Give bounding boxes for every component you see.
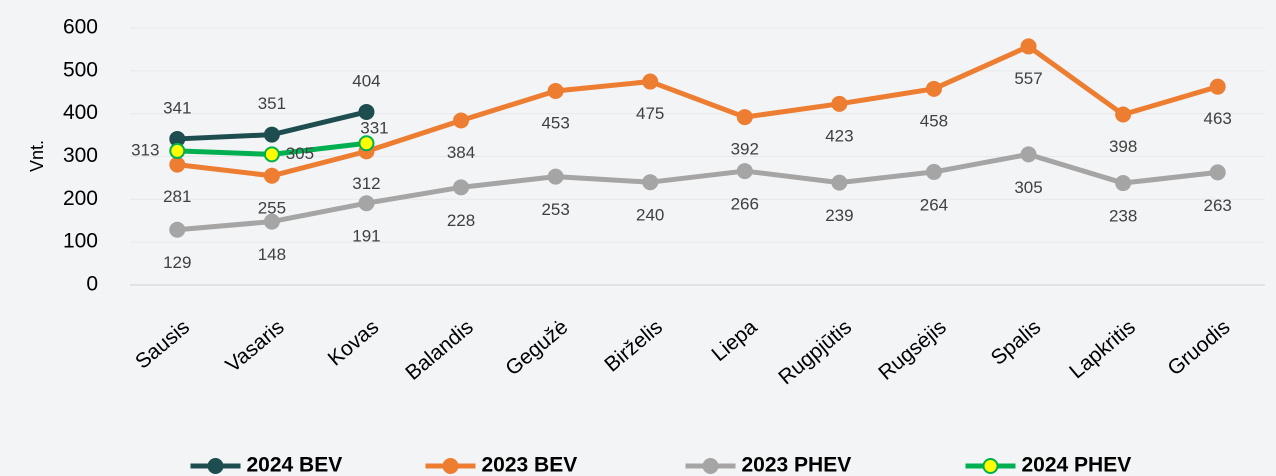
legend-label: 2023 PHEV [742, 454, 852, 476]
y-tick-label: 0 [86, 273, 98, 296]
data-point [263, 146, 280, 163]
data-point [642, 73, 659, 90]
y-tick-label: 500 [63, 58, 98, 81]
data-point [1209, 164, 1226, 181]
data-point [1020, 146, 1037, 163]
data-label: 240 [636, 206, 664, 225]
data-label: 331 [360, 119, 388, 138]
y-tick-label: 400 [63, 101, 98, 124]
data-label: 557 [1014, 69, 1042, 88]
legend-label: 2023 BEV [482, 454, 578, 476]
legend-label: 2024 PHEV [1022, 454, 1132, 476]
data-label: 341 [163, 98, 191, 117]
data-label: 384 [447, 143, 475, 162]
data-point [736, 163, 753, 180]
data-point [358, 103, 375, 120]
data-point [925, 163, 942, 180]
data-label: 392 [731, 140, 759, 159]
data-point [642, 174, 659, 191]
data-point [263, 167, 280, 184]
legend-marker [702, 458, 719, 474]
data-label: 312 [352, 174, 380, 193]
data-point [453, 112, 470, 129]
data-point [736, 109, 753, 126]
legend-marker [442, 458, 459, 474]
y-tick-label: 300 [63, 144, 98, 167]
data-point [1115, 175, 1132, 192]
data-label: 238 [1109, 207, 1137, 226]
data-label: 313 [131, 140, 159, 159]
data-point [1115, 106, 1132, 123]
data-point [358, 135, 375, 152]
data-label: 463 [1204, 109, 1232, 128]
y-axis-label: Vnt. [27, 140, 47, 172]
series-line [177, 151, 1218, 233]
data-label: 191 [352, 227, 380, 246]
data-label: 264 [920, 195, 948, 214]
legend-marker [982, 458, 999, 474]
data-label: 404 [352, 71, 380, 90]
data-point [263, 213, 280, 230]
data-label: 266 [731, 195, 759, 214]
data-label: 453 [541, 113, 569, 132]
data-point [169, 221, 186, 238]
data-label: 228 [447, 211, 475, 230]
data-point [831, 95, 848, 112]
data-label: 475 [636, 104, 664, 123]
data-label: 255 [258, 198, 286, 217]
data-point [169, 142, 186, 159]
data-label: 351 [258, 94, 286, 113]
y-tick-label: 200 [63, 187, 98, 210]
data-label: 305 [1014, 178, 1042, 197]
data-point [547, 168, 564, 185]
data-point [831, 174, 848, 191]
data-label: 281 [163, 187, 191, 206]
data-label: 263 [1204, 196, 1232, 215]
data-point [358, 195, 375, 212]
data-label: 458 [920, 111, 948, 130]
data-label: 148 [258, 245, 286, 264]
data-point [453, 179, 470, 196]
data-label: 305 [286, 144, 314, 163]
legend-marker [207, 458, 224, 474]
data-label: 253 [541, 200, 569, 219]
data-point [1209, 78, 1226, 95]
data-point [1020, 38, 1037, 55]
series-line [176, 43, 1219, 179]
y-tick-label: 600 [63, 16, 98, 39]
data-point [547, 82, 564, 99]
data-label: 239 [825, 206, 853, 225]
legend-label: 2024 BEV [247, 454, 343, 476]
data-point [925, 80, 942, 97]
y-tick-label: 100 [63, 230, 98, 253]
data-point [263, 126, 280, 143]
data-label: 398 [1109, 137, 1137, 156]
data-label: 129 [163, 253, 191, 272]
data-label: 423 [825, 126, 853, 145]
data-point [169, 156, 186, 173]
